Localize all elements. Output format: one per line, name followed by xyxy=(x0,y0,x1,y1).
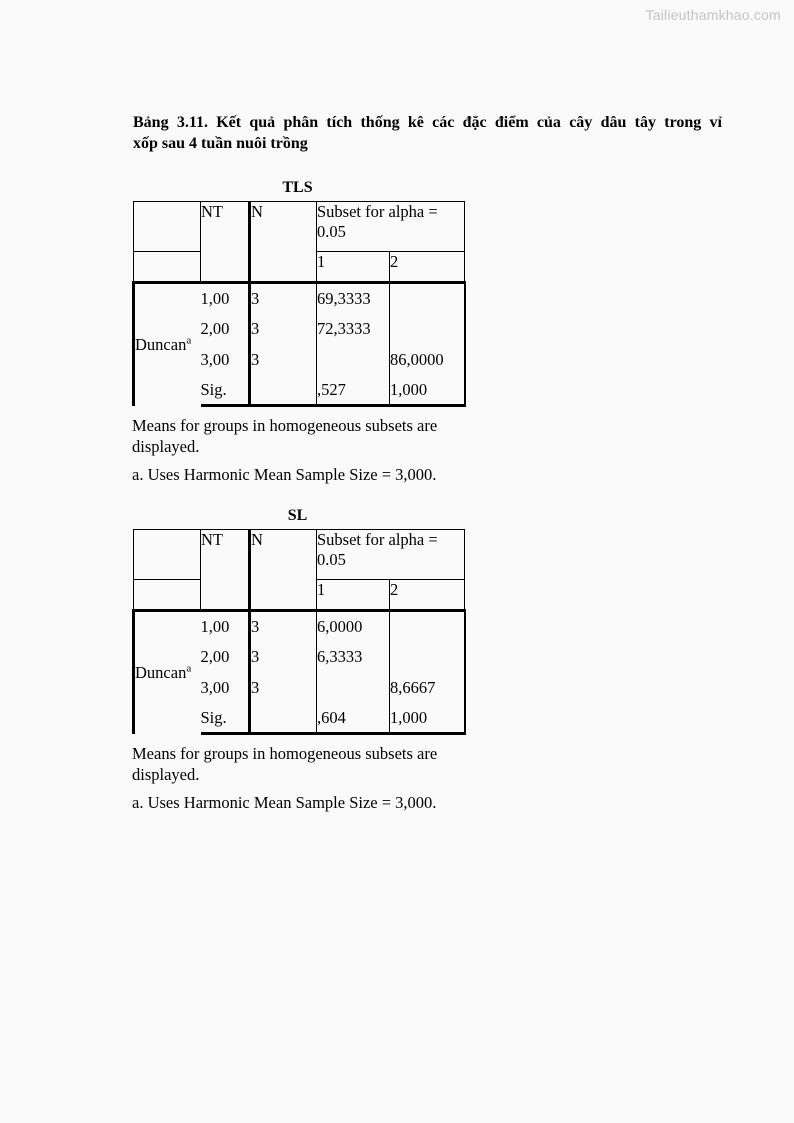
cell-subset1: ,527 xyxy=(316,375,390,407)
header-row-1: NT N Subset for alpha = 0.05 xyxy=(133,529,465,611)
cell-subset2 xyxy=(389,609,466,642)
spss-table-tls: NT N Subset for alpha = 0.05 1 2 Duncana… xyxy=(132,201,466,407)
cell-subset1 xyxy=(316,672,390,704)
cell-subset2 xyxy=(389,641,466,673)
cell-subset2: 86,0000 xyxy=(389,344,466,376)
cell-nt: Sig. xyxy=(200,375,251,407)
cell-nt: 1,00 xyxy=(200,609,251,642)
caption-line-2: xốp sau 4 tuần nuôi trồng xyxy=(133,134,308,152)
column-header-subset: Subset for alpha = 0.05 xyxy=(316,529,465,580)
table-notes: Means for groups in homogeneous subsets … xyxy=(132,416,468,486)
table-row: 2,00 3 72,3333 xyxy=(134,313,466,345)
note-harmonic-mean: a. Uses Harmonic Mean Sample Size = 3,00… xyxy=(132,465,437,484)
column-header-n: N xyxy=(249,201,317,283)
table-row: Duncana 1,00 3 69,3333 xyxy=(132,281,466,406)
note-means: Means for groups in homogeneous subsets … xyxy=(132,744,438,784)
cell-subset1: 6,3333 xyxy=(316,641,390,673)
cell-n: 3 xyxy=(249,672,317,704)
table-row: Sig. ,604 1,000 xyxy=(134,703,466,735)
table-notes: Means for groups in homogeneous subsets … xyxy=(132,744,468,814)
cell-subset1 xyxy=(316,344,390,376)
corner-cell-top xyxy=(133,529,201,580)
cell-n xyxy=(249,375,317,407)
cell-subset1: ,604 xyxy=(316,703,390,735)
cell-n: 3 xyxy=(249,609,317,642)
header-row-1: NT N Subset for alpha = 0.05 xyxy=(133,201,465,283)
column-header-subset-1: 1 xyxy=(316,579,390,611)
cell-subset1: 6,0000 xyxy=(316,609,390,642)
cell-nt: 3,00 xyxy=(200,344,251,376)
note-harmonic-mean: a. Uses Harmonic Mean Sample Size = 3,00… xyxy=(132,793,437,812)
column-header-n: N xyxy=(249,529,317,611)
table-row: 3,00 3 86,0000 xyxy=(134,344,466,376)
cell-subset2 xyxy=(389,313,466,345)
cell-subset1: 72,3333 xyxy=(316,313,390,345)
cell-nt: Sig. xyxy=(200,703,251,735)
table-row: 3,00 3 8,6667 xyxy=(134,672,466,704)
cell-subset2: 1,000 xyxy=(389,703,466,735)
table-title-sl: SL xyxy=(287,507,308,524)
cell-n: 3 xyxy=(249,344,317,376)
note-means: Means for groups in homogeneous subsets … xyxy=(132,416,438,456)
table-title-tls: TLS xyxy=(282,179,313,196)
column-header-subset: Subset for alpha = 0.05 xyxy=(316,201,465,252)
cell-n: 3 xyxy=(249,281,317,314)
cell-subset2 xyxy=(389,281,466,314)
table-section-sl: SL NT N Subset for alpha = 0.05 1 2 Du xyxy=(132,506,472,814)
cell-nt: 2,00 xyxy=(200,313,251,345)
cell-nt: 3,00 xyxy=(200,672,251,704)
cell-nt: 2,00 xyxy=(200,641,251,673)
column-header-nt: NT xyxy=(200,529,251,611)
table-caption-heading: Bảng 3.11. Kết quả phân tích thống kê cá… xyxy=(133,113,722,154)
column-header-subset-2: 2 xyxy=(389,579,465,611)
corner-cell-bottom xyxy=(133,251,201,283)
table-section-tls: TLS NT N Subset for alpha = 0.05 1 2 D xyxy=(132,178,472,486)
cell-subset1: 69,3333 xyxy=(316,281,390,314)
cell-n xyxy=(249,703,317,735)
column-header-nt: NT xyxy=(200,201,251,283)
table-row: Duncana 1,00 3 6,0000 xyxy=(132,609,466,734)
row-label-duncan: Duncana xyxy=(132,609,201,734)
watermark-text: Tailieuthamkhao.com xyxy=(645,7,781,23)
table-row: 2,00 3 6,3333 xyxy=(134,641,466,673)
row-label-text: Duncan xyxy=(135,334,187,354)
row-label-text: Duncan xyxy=(135,662,187,682)
cell-n: 3 xyxy=(249,313,317,345)
cell-subset2: 8,6667 xyxy=(389,672,466,704)
caption-line-1: Bảng 3.11. Kết quả phân tích thống kê cá… xyxy=(133,114,722,131)
cell-n: 3 xyxy=(249,641,317,673)
table-row: Sig. ,527 1,000 xyxy=(134,375,466,407)
spss-table-sl: NT N Subset for alpha = 0.05 1 2 Duncana… xyxy=(132,529,466,735)
column-header-subset-2: 2 xyxy=(389,251,465,283)
footnote-marker: a xyxy=(186,662,192,675)
corner-cell-bottom xyxy=(133,579,201,611)
cell-nt: 1,00 xyxy=(200,281,251,314)
row-label-duncan: Duncana xyxy=(132,281,201,406)
column-header-subset-1: 1 xyxy=(316,251,390,283)
cell-subset2: 1,000 xyxy=(389,375,466,407)
footnote-marker: a xyxy=(186,334,192,347)
corner-cell-top xyxy=(133,201,201,252)
